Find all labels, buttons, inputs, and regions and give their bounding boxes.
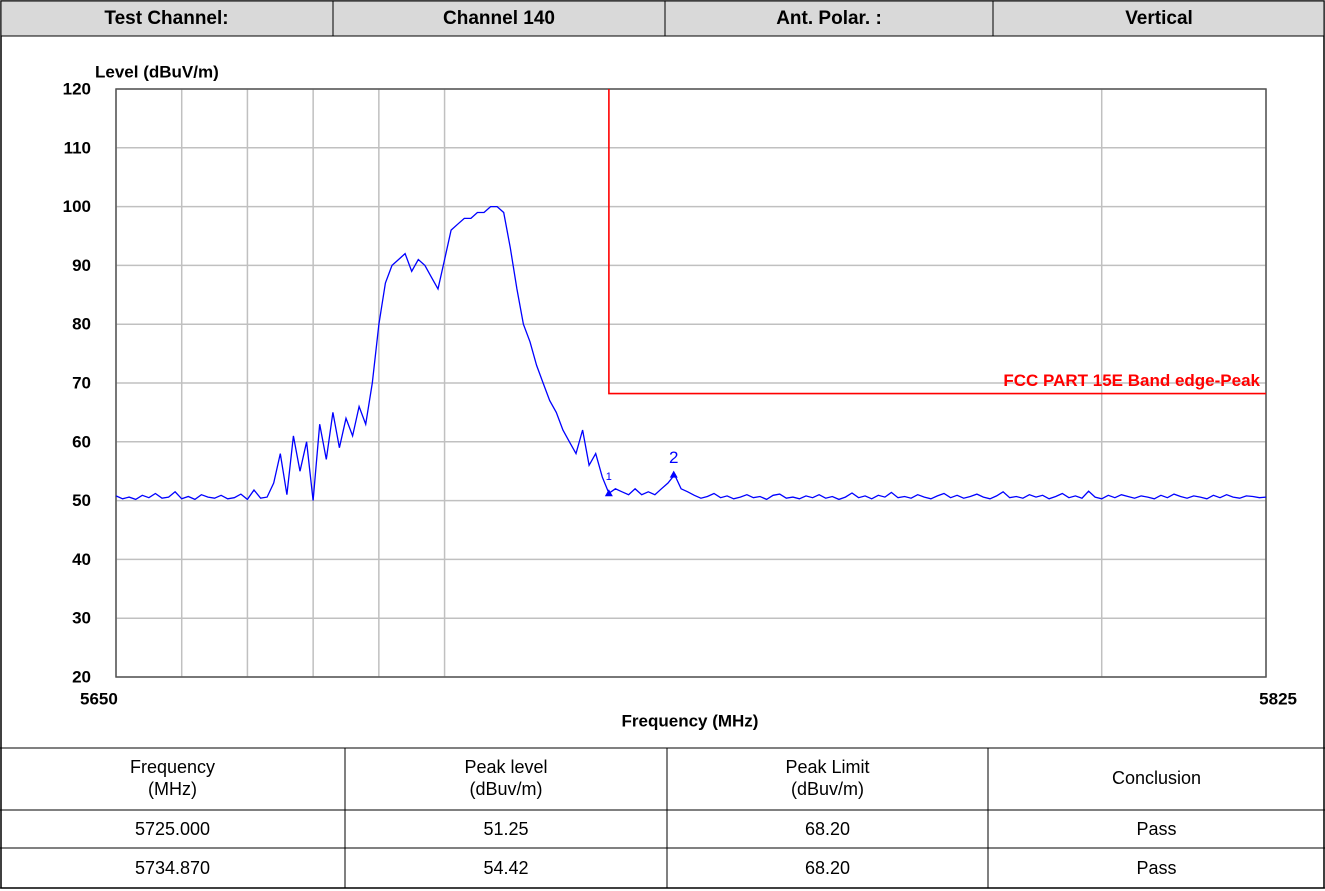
limit-label: FCC PART 15E Band edge-Peak (1003, 371, 1260, 390)
header-cell: Vertical (1125, 8, 1193, 29)
y-tick-label: 100 (63, 197, 91, 216)
table-header-cell: Frequency (130, 757, 215, 777)
table-cell: 54.42 (483, 858, 528, 878)
y-tick-label: 30 (72, 609, 91, 628)
y-tick-label: 60 (72, 432, 91, 451)
series-line (608, 89, 1266, 395)
y-tick-label: 20 (72, 667, 91, 686)
x-tick-label: 5650 (80, 689, 118, 708)
x-tick-label: 5825 (1259, 689, 1297, 708)
table-header-cell: Conclusion (1112, 768, 1201, 788)
table-cell: 68.20 (805, 819, 850, 839)
table-cell: 68.20 (805, 858, 850, 878)
header-bg (0, 0, 1325, 37)
marker-label: 2 (669, 448, 678, 467)
y-tick-label: 40 (72, 550, 91, 569)
header-cell: Ant. Polar. : (776, 8, 882, 29)
marker-label: 1 (606, 471, 612, 483)
table-cell: Pass (1136, 819, 1176, 839)
x-axis-label: Frequency (MHz) (622, 711, 759, 730)
header-cell: Channel 140 (443, 8, 555, 29)
y-tick-label: 80 (72, 315, 91, 334)
marker (669, 470, 678, 478)
table-cell: 51.25 (483, 819, 528, 839)
series-line (115, 205, 1267, 501)
y-tick-label: 50 (72, 491, 91, 510)
table-header-cell: (dBuv/m) (791, 779, 864, 799)
plot-border (115, 88, 1267, 678)
table-header-cell: Peak level (464, 757, 547, 777)
table-cell: Pass (1136, 858, 1176, 878)
y-tick-label: 110 (64, 138, 91, 157)
marker (604, 489, 613, 497)
y-tick-label: 120 (63, 79, 91, 98)
y-axis-label: Level (dBuV/m) (95, 62, 219, 81)
table-header-cell: (dBuv/m) (469, 779, 542, 799)
y-tick-label: 90 (72, 256, 91, 275)
table-cell: 5725.000 (135, 819, 210, 839)
table-cell: 5734.870 (135, 858, 210, 878)
y-tick-label: 70 (72, 373, 91, 392)
header-cell: Test Channel: (104, 8, 228, 29)
table-header-cell: Peak Limit (785, 757, 869, 777)
table-header-cell: (MHz) (148, 779, 197, 799)
